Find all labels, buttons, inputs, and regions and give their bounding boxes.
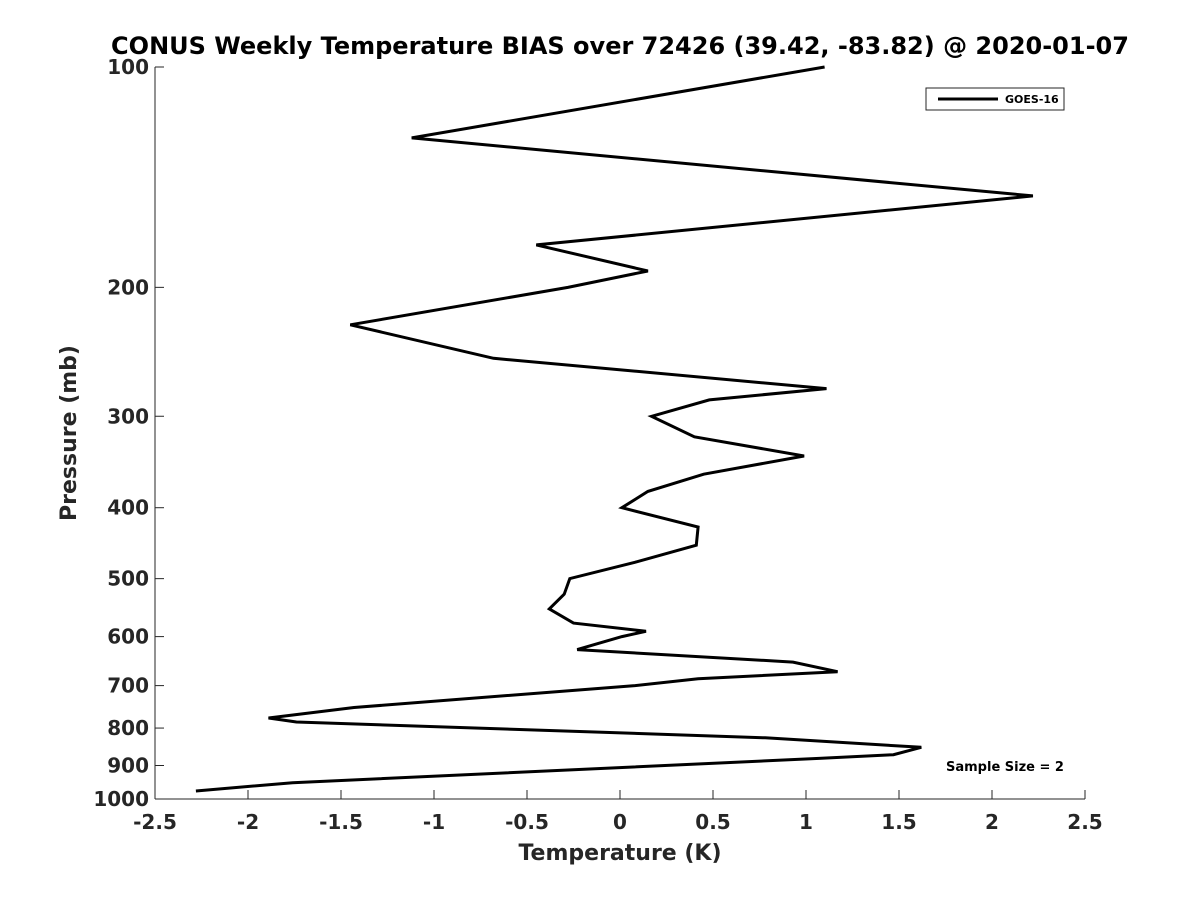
x-tick-label: 2.5 — [1067, 810, 1102, 834]
plot-area — [155, 67, 1085, 799]
y-tick-label: 1000 — [93, 787, 149, 811]
y-axis: 100 200 300 400 500 600 700 800 900 1000 — [93, 55, 164, 811]
y-tick-label: 200 — [107, 275, 149, 299]
x-tick-label: 1 — [799, 810, 813, 834]
legend: GOES-16 — [925, 87, 1065, 111]
series-line-goes-16 — [195, 65, 1034, 793]
y-tick-label: 500 — [107, 567, 149, 591]
x-axis: -2.5 -2 -1.5 -1 -0.5 0 0.5 1 1.5 2 2.5 — [133, 790, 1103, 834]
y-axis-label: Pressure (mb) — [57, 345, 82, 521]
x-tick-label: 0 — [613, 810, 627, 834]
x-tick-label: -1.5 — [319, 810, 363, 834]
x-tick-label: 2 — [985, 810, 999, 834]
y-tick-label: 600 — [107, 625, 149, 649]
x-tick-label: -0.5 — [505, 810, 549, 834]
x-tick-label: 0.5 — [695, 810, 730, 834]
y-tick-label: 800 — [107, 716, 149, 740]
legend-label-goes-16: GOES-16 — [1005, 93, 1059, 106]
x-tick-label: 1.5 — [881, 810, 916, 834]
y-tick-label: 900 — [107, 754, 149, 778]
series-layer — [195, 65, 1034, 793]
x-tick-label: -2 — [237, 810, 259, 834]
x-tick-label: -1 — [423, 810, 445, 834]
chart-title: CONUS Weekly Temperature BIAS over 72426… — [111, 32, 1129, 60]
y-tick-label: 100 — [107, 55, 149, 79]
y-tick-label: 700 — [107, 674, 149, 698]
x-axis-label: Temperature (K) — [518, 841, 721, 866]
sample-size-annotation: Sample Size = 2 — [946, 760, 1064, 775]
y-tick-label: 400 — [107, 496, 149, 520]
y-tick-label: 300 — [107, 404, 149, 428]
x-tick-label: -2.5 — [133, 810, 177, 834]
